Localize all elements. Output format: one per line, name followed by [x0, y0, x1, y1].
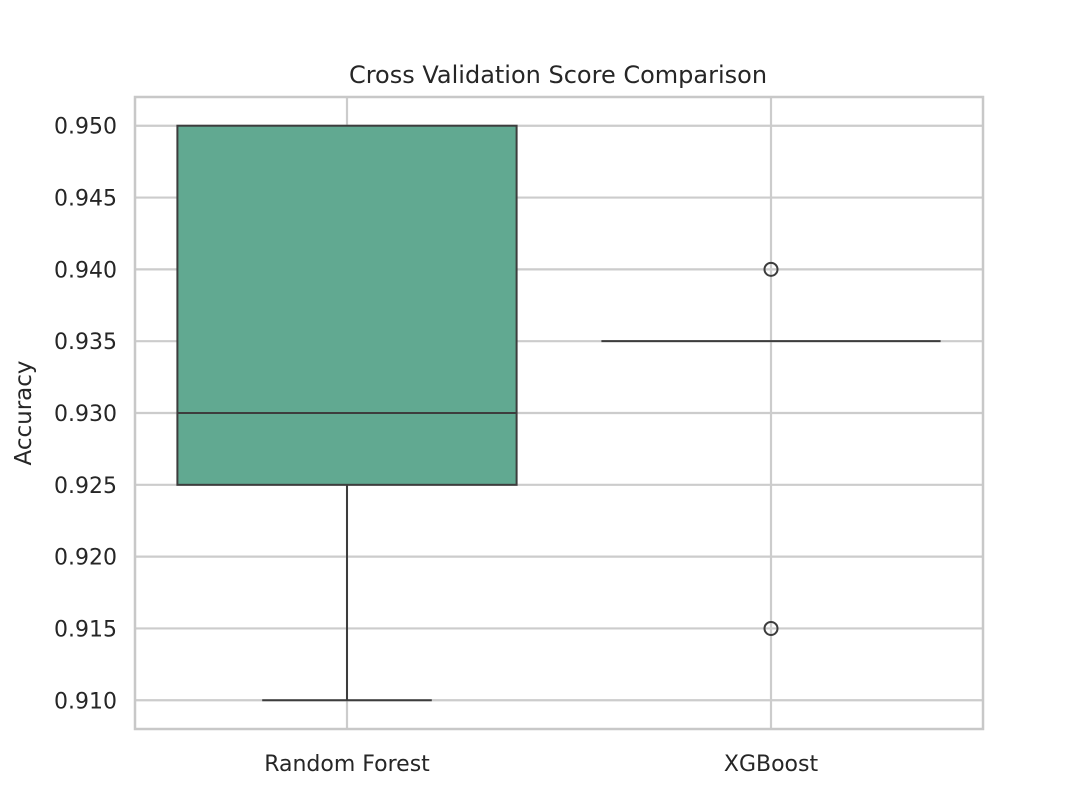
y-axis-label: Accuracy: [11, 360, 37, 465]
y-tick-label: 0.950: [54, 115, 117, 140]
x-tick-label: XGBoost: [724, 752, 819, 777]
outlier-point: [763, 620, 779, 636]
y-tick-label: 0.935: [54, 330, 117, 355]
box-elements: [176, 124, 941, 702]
y-tick-label: 0.940: [54, 258, 117, 283]
tick-labels: 0.910 0.915 0.920 0.925 0.930 0.935 0.940 0.945…: [54, 115, 818, 777]
x-tick-label: Random Forest: [264, 752, 430, 777]
y-tick-label: 0.945: [54, 187, 117, 212]
box-group: [176, 124, 518, 702]
plot-frame: [133, 95, 985, 731]
y-tick-label: 0.920: [54, 546, 117, 571]
y-tick-label: 0.915: [54, 617, 117, 642]
y-tick-label: 0.930: [54, 402, 117, 427]
outlier-point: [763, 261, 779, 277]
y-tick-label: 0.925: [54, 474, 117, 499]
chart-title: Cross Validation Score Comparison: [349, 61, 767, 89]
y-tick-label: 0.910: [54, 689, 117, 714]
iqr-box: [176, 124, 518, 486]
box-group: [601, 261, 941, 636]
